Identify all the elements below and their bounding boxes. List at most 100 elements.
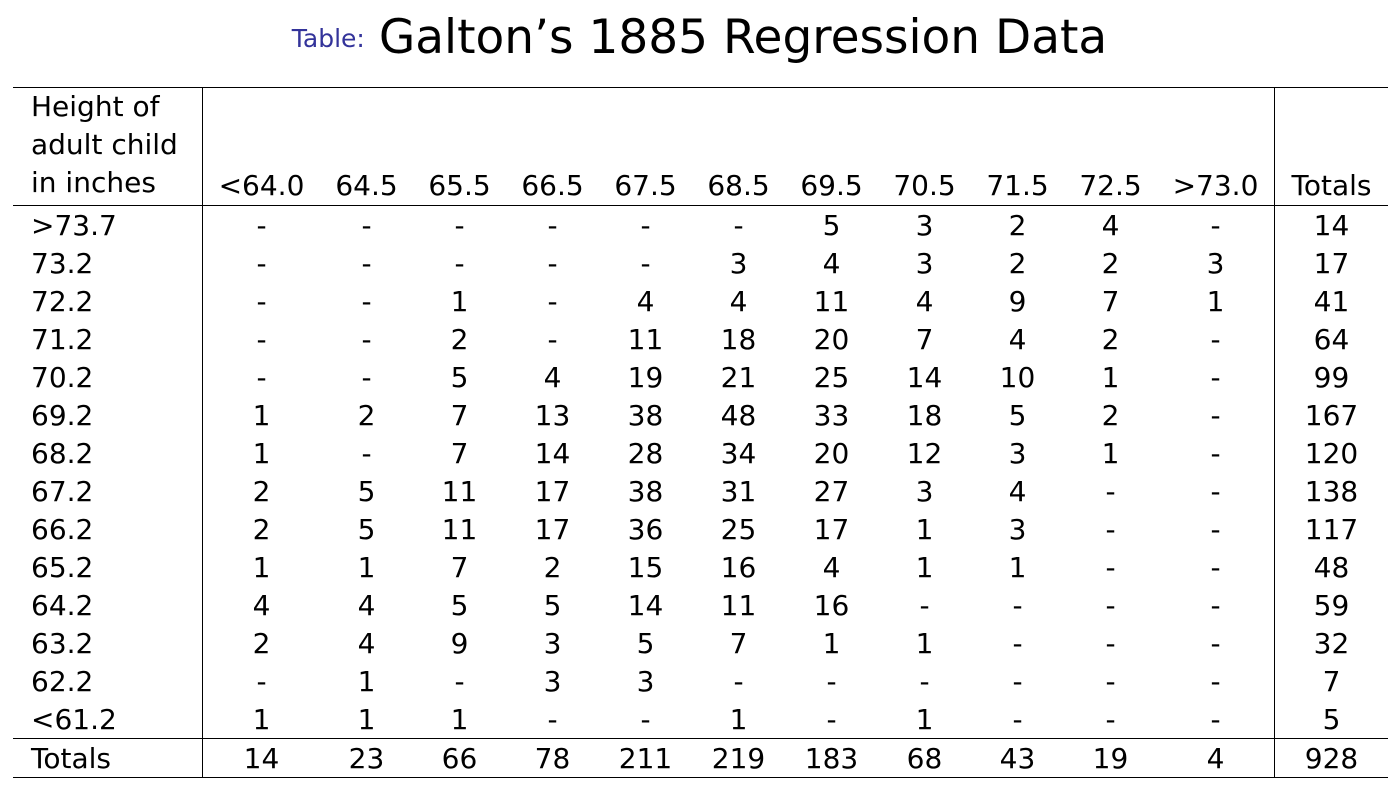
- table-cell: 18: [720, 322, 757, 356]
- table-cell: 1: [357, 664, 376, 698]
- table-cell: 2: [1008, 208, 1027, 242]
- table-cell: -: [454, 246, 465, 280]
- row-label: 66.2: [13, 510, 203, 548]
- table-cell: -: [1157, 320, 1275, 358]
- column-header: 70.5: [878, 87, 971, 206]
- table-cell: 3: [1157, 244, 1275, 282]
- table-cell: 3: [915, 474, 934, 508]
- table-cell: -: [361, 284, 372, 318]
- table-cell: -: [1157, 700, 1275, 739]
- table-cell: -: [361, 436, 372, 470]
- table-cell: 3: [543, 626, 562, 660]
- table-row: >73.7 - - - - - - 5 3 2 4 - 14: [13, 205, 1388, 244]
- row-header-line: in inches: [31, 166, 156, 199]
- column-header: 65.5: [413, 87, 506, 206]
- column-header: 72.5: [1064, 87, 1157, 206]
- table-cell: 25: [720, 512, 757, 546]
- table-cell: -: [1157, 358, 1275, 396]
- row-total: 138: [1304, 474, 1359, 508]
- caption-label: Table:: [291, 24, 365, 53]
- table-cell: 2: [357, 398, 376, 432]
- row-label: 69.2: [13, 396, 203, 434]
- table-cell: -: [361, 322, 372, 356]
- table-cell: 20: [813, 322, 850, 356]
- table-cell: 36: [627, 512, 664, 546]
- totals-row: Totals 14 23 66 78 211 219 183 68 43 19 …: [13, 738, 1388, 778]
- totals-row-label: Totals: [13, 738, 203, 778]
- table-cell: -: [1012, 664, 1023, 698]
- table-cell: -: [256, 246, 267, 280]
- row-total: 7: [1322, 664, 1341, 698]
- column-header: >73.0: [1157, 87, 1275, 206]
- table-cell: 1: [729, 702, 748, 736]
- table-cell: 31: [720, 474, 757, 508]
- row-total: 167: [1304, 398, 1359, 432]
- table-cell: 19: [627, 360, 664, 394]
- table-row: 72.2 - - 1 - 4 4 11 4 9 7 1 41: [13, 282, 1388, 320]
- column-total: 66: [413, 738, 506, 778]
- table-cell: 9: [1008, 284, 1027, 318]
- table-cell: 21: [720, 360, 757, 394]
- table-cell: 1: [252, 550, 271, 584]
- table-cell: -: [919, 588, 930, 622]
- table-cell: -: [1105, 550, 1116, 584]
- table-cell: -: [1157, 472, 1275, 510]
- table-cell: 2: [543, 550, 562, 584]
- table-cell: 3: [915, 246, 934, 280]
- table-title: Galton’s 1885 Regression Data: [378, 10, 1108, 65]
- column-total: 68: [878, 738, 971, 778]
- table-row: 67.2 2 5 11 17 38 31 27 3 4- -138: [13, 472, 1388, 510]
- table-cell: 4: [357, 626, 376, 660]
- table-cell: 4: [729, 284, 748, 318]
- column-header: 69.5: [785, 87, 878, 206]
- table-cell: -: [361, 246, 372, 280]
- table-cell: 1: [822, 626, 841, 660]
- table-cell: -: [640, 702, 651, 736]
- table-cell: 1: [1101, 436, 1120, 470]
- column-total: 183: [785, 738, 878, 778]
- row-label: 72.2: [13, 282, 203, 320]
- table-cell: 1: [357, 550, 376, 584]
- table-cell: 3: [729, 246, 748, 280]
- table-cell: 2: [252, 512, 271, 546]
- row-total: 17: [1313, 246, 1350, 280]
- table-cell: 11: [813, 284, 850, 318]
- table-cell: -: [1012, 702, 1023, 736]
- table-cell: 1: [357, 702, 376, 736]
- table-row: 69.2 1 2 7 13 38 48 33 18 5 2 -167: [13, 396, 1388, 434]
- table-cell: 11: [627, 322, 664, 356]
- table-cell: 48: [720, 398, 757, 432]
- table-cell: -: [547, 246, 558, 280]
- table-cell: 4: [915, 284, 934, 318]
- row-label: 73.2: [13, 244, 203, 282]
- table-cell: 4: [1101, 208, 1120, 242]
- column-total: 78: [506, 738, 599, 778]
- row-label: >73.7: [13, 205, 203, 244]
- table-cell: 1: [915, 626, 934, 660]
- table-row: 66.2 2 5 11 17 36 25 17 1 3- -117: [13, 510, 1388, 548]
- table-cell: 3: [1008, 436, 1027, 470]
- column-header: 64.5: [320, 87, 413, 206]
- table-body: >73.7- - - - - -5 3 2 4-14 73.2- - - - -3 4 3 2 2 3 17 72.2-…: [13, 205, 1388, 739]
- table-row: <61.2 1 1 1 - - 1 - 1 - - - 5: [13, 700, 1388, 739]
- regression-table: Height of adult child in inches <64.0 64…: [13, 87, 1388, 778]
- row-label: 67.2: [13, 472, 203, 510]
- totals-header: Totals: [1274, 87, 1388, 206]
- table-cell: -: [733, 664, 744, 698]
- table-cell: 14: [534, 436, 571, 470]
- table-cell: 14: [906, 360, 943, 394]
- row-label: 65.2: [13, 548, 203, 586]
- table-cell: 4: [822, 246, 841, 280]
- table-cell: -: [1157, 510, 1275, 548]
- table-cell: 1: [252, 702, 271, 736]
- table-cell: 2: [1008, 246, 1027, 280]
- table-cell: 3: [1008, 512, 1027, 546]
- table-cell: 4: [822, 550, 841, 584]
- table-cell: 1: [450, 702, 469, 736]
- table-cell: 4: [543, 360, 562, 394]
- table-cell: 1: [1157, 282, 1275, 320]
- row-label: 63.2: [13, 624, 203, 662]
- table-cell: 4: [252, 588, 271, 622]
- table-cell: 3: [915, 208, 934, 242]
- column-total: 219: [692, 738, 785, 778]
